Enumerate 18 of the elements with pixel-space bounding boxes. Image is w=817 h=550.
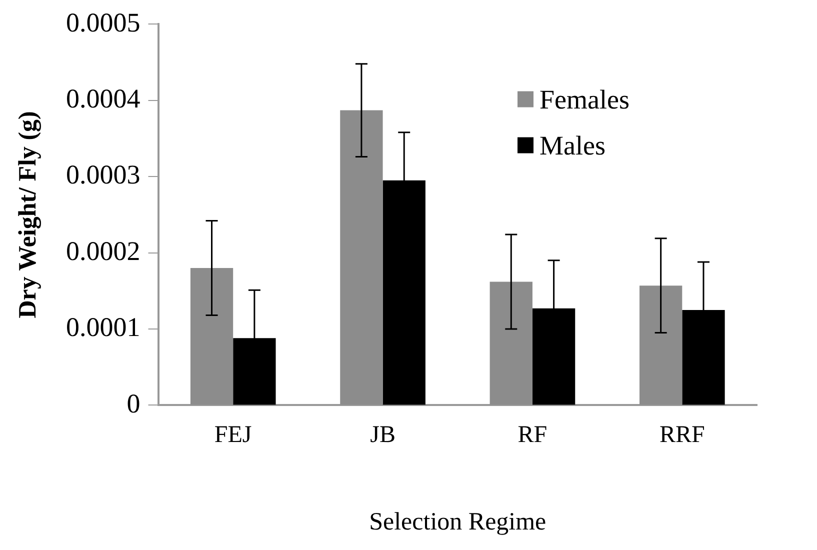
y-tick-label: 0.0005 [66, 7, 140, 38]
y-tick-label: 0.0003 [66, 160, 140, 190]
y-tick-label: 0.0002 [66, 236, 140, 266]
y-axis-title: Dry Weight/ Fly (g) [14, 111, 42, 318]
bar [490, 282, 532, 405]
y-tick-label: 0.0004 [66, 83, 141, 114]
x-tick-label: RF [518, 422, 548, 448]
legend-label: Males [540, 130, 606, 160]
bar [639, 286, 682, 405]
x-tick-label: FEJ [214, 422, 252, 448]
y-tick-label: 0.0001 [66, 312, 140, 342]
legend-label: Females [540, 84, 630, 114]
x-tick-label: JB [370, 422, 396, 448]
bar [190, 268, 234, 405]
y-tick-label: 0 [126, 388, 140, 418]
x-tick-label: RRF [659, 422, 705, 448]
x-axis-title: Selection Regime [369, 508, 546, 536]
bar [340, 110, 383, 405]
